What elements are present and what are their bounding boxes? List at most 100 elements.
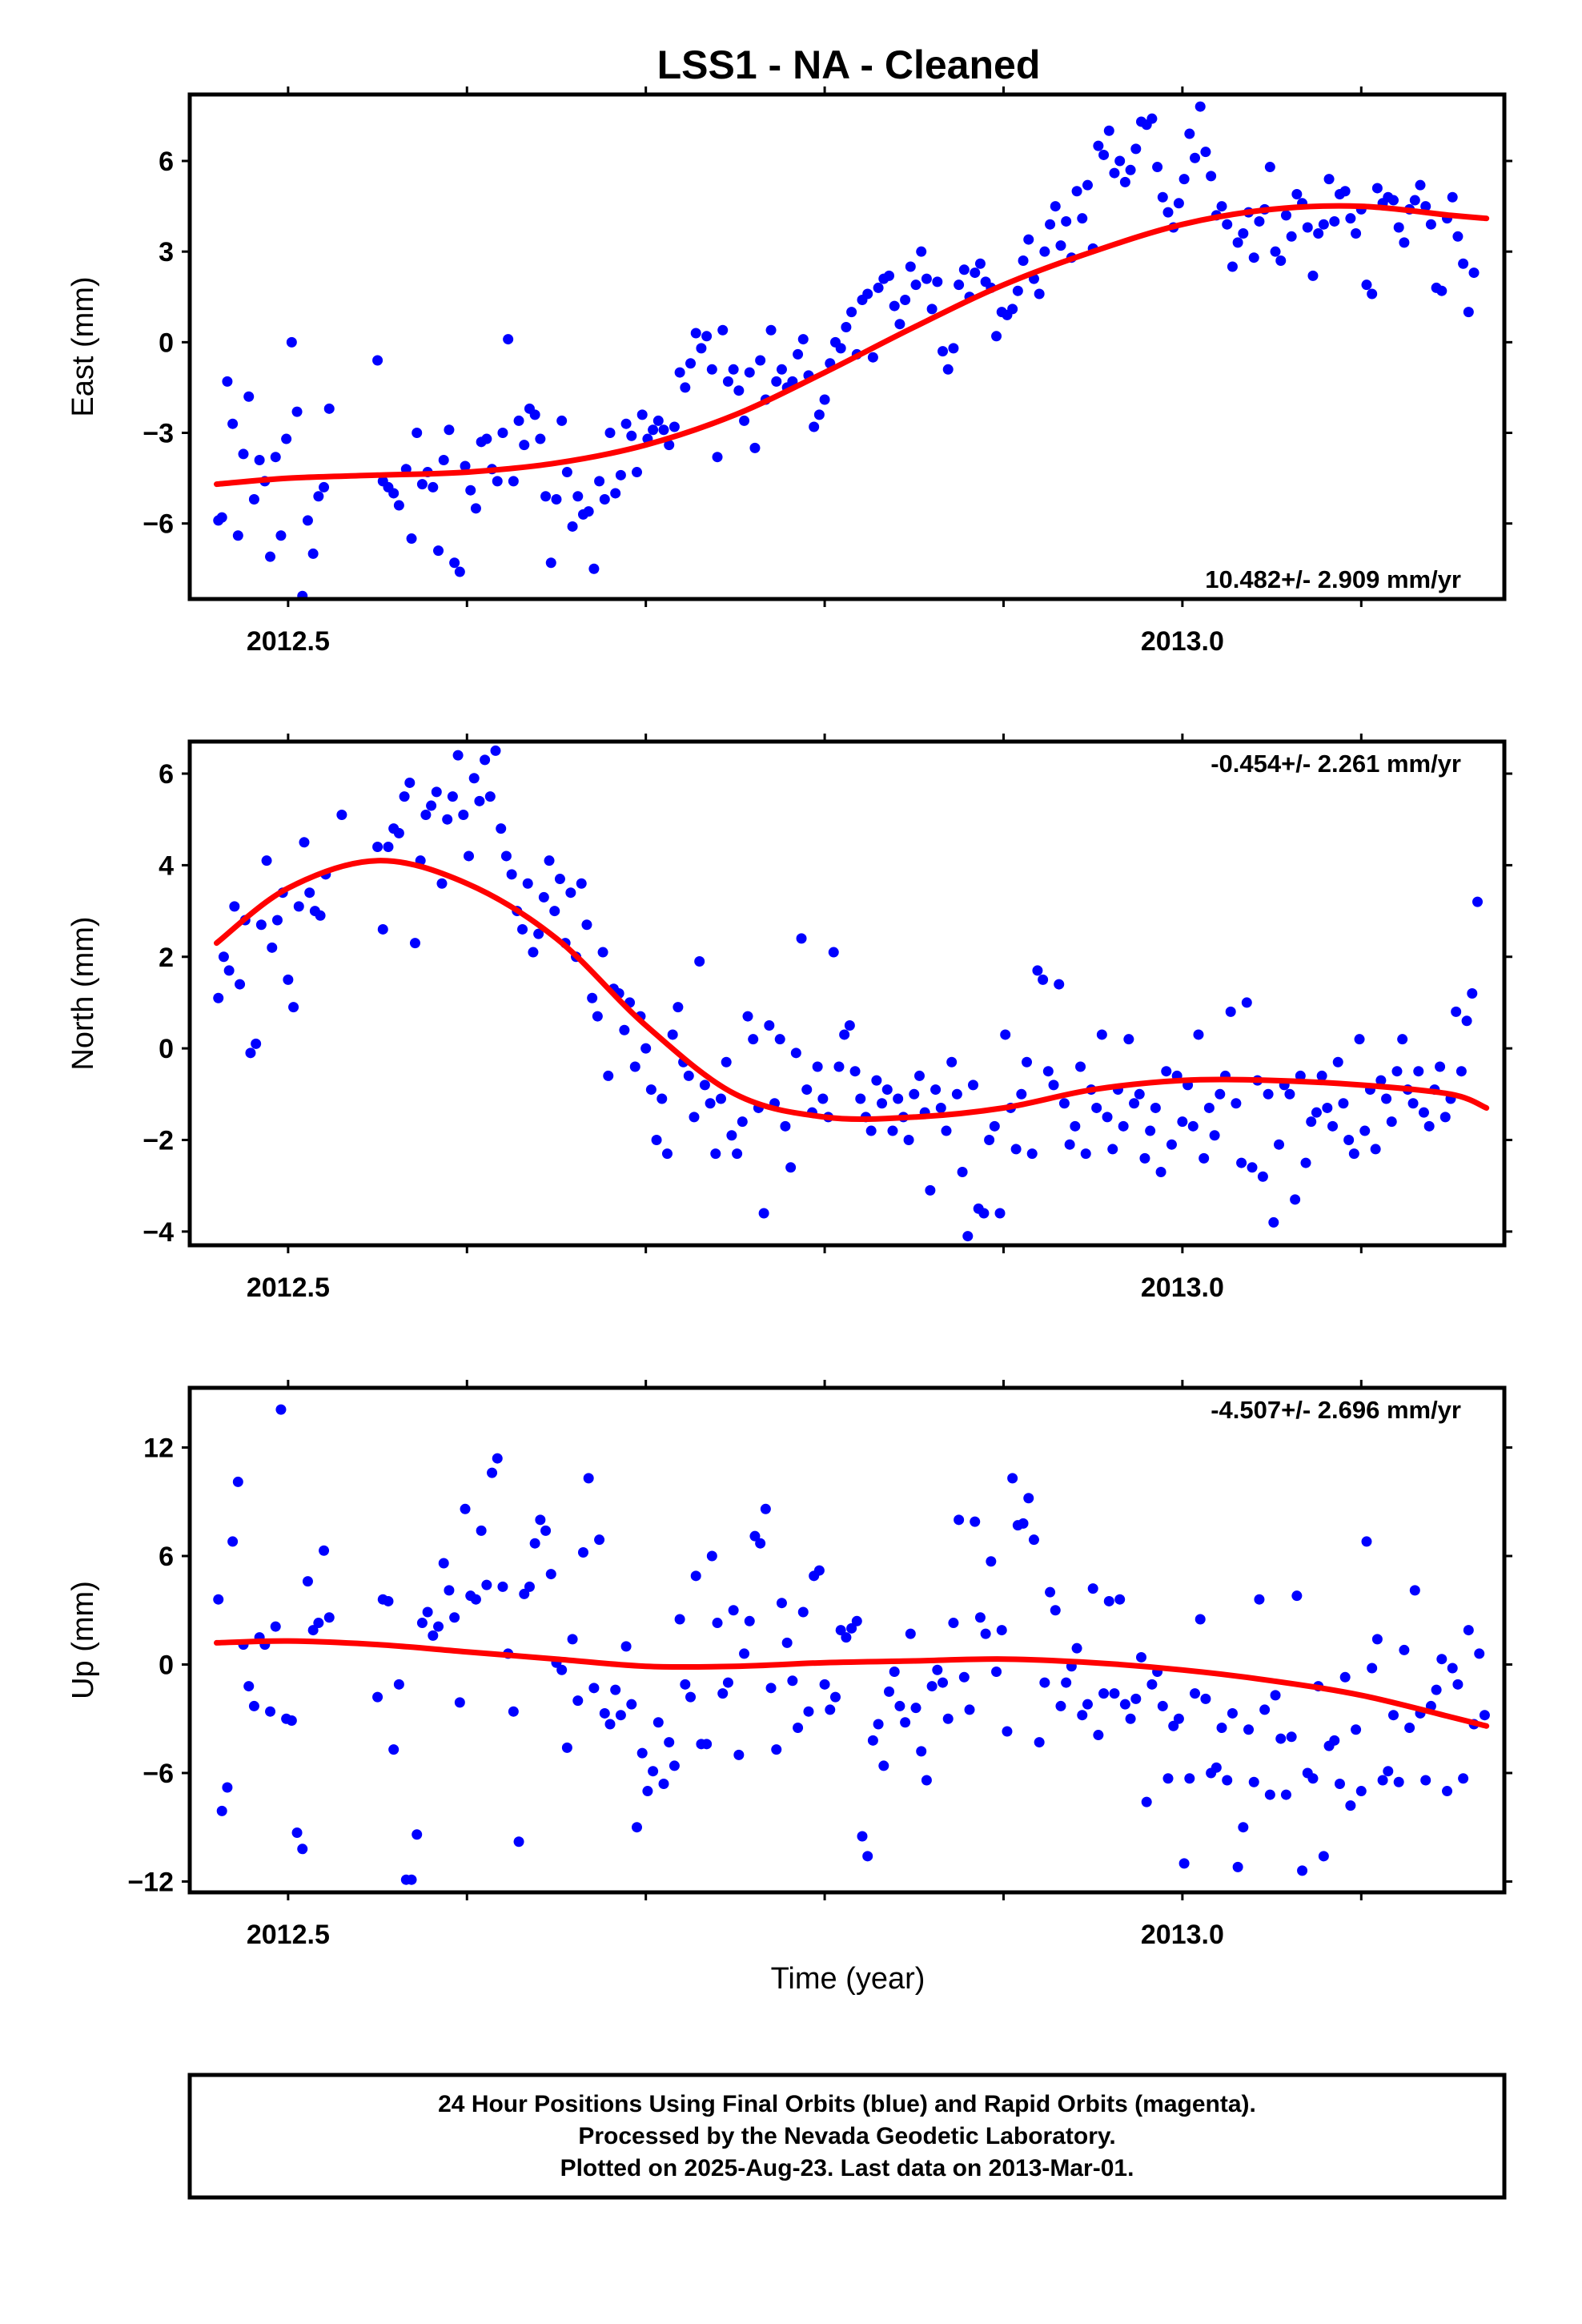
data-point <box>588 1683 600 1694</box>
data-point <box>544 855 555 866</box>
data-point <box>1313 228 1324 239</box>
data-point <box>1232 1861 1243 1872</box>
data-point <box>819 1679 830 1690</box>
data-point <box>388 488 400 499</box>
data-point <box>1297 1865 1308 1876</box>
data-point <box>406 533 417 545</box>
data-point <box>270 1621 281 1632</box>
plot-frame <box>187 1385 1507 1895</box>
data-point <box>739 1648 750 1659</box>
data-point <box>696 343 707 354</box>
data-point <box>1393 1776 1404 1787</box>
data-point <box>903 1134 914 1145</box>
data-point <box>265 1706 276 1717</box>
data-point <box>1409 1585 1420 1596</box>
data-point <box>787 1675 798 1687</box>
data-point <box>275 530 287 541</box>
data-point <box>916 246 927 257</box>
data-point <box>980 1628 991 1639</box>
data-point <box>619 1024 630 1035</box>
data-point <box>974 258 986 269</box>
data-point <box>227 418 239 429</box>
data-point <box>926 1681 938 1692</box>
data-point <box>599 494 610 505</box>
data-point <box>283 974 294 985</box>
data-point <box>1327 1120 1339 1132</box>
data-point <box>1222 1775 1233 1786</box>
data-point <box>1012 285 1023 296</box>
data-point <box>796 933 807 944</box>
data-point <box>592 1011 603 1022</box>
x-tick-label: 2013.0 <box>1141 1920 1224 1950</box>
data-point <box>871 1075 882 1086</box>
data-point <box>465 485 476 496</box>
data-point <box>1300 1157 1311 1168</box>
rate-label: -0.454+/- 2.261 mm/yr <box>1211 750 1461 778</box>
data-point <box>1354 1034 1365 1045</box>
data-point <box>1264 1789 1275 1800</box>
data-point <box>742 1011 753 1022</box>
data-point <box>970 267 981 279</box>
data-point <box>894 1700 905 1711</box>
data-point <box>887 1125 898 1136</box>
data-point <box>978 1208 990 1219</box>
data-point <box>444 1585 455 1596</box>
data-point <box>438 1558 449 1569</box>
data-point <box>597 947 608 958</box>
data-point <box>909 1088 920 1100</box>
data-point <box>699 1080 710 1091</box>
y-tick-label: 0 <box>159 1034 174 1064</box>
data-point <box>1000 1029 1011 1040</box>
data-point <box>1238 1822 1249 1833</box>
footer-box: 24 Hour Positions Using Final Orbits (bl… <box>187 2073 1507 2200</box>
data-point <box>572 491 584 502</box>
data-point <box>645 1084 656 1096</box>
data-point <box>406 1874 417 1885</box>
data-point <box>1215 1088 1226 1100</box>
data-point <box>620 418 632 429</box>
data-point <box>1161 1066 1172 1077</box>
data-point <box>1225 1006 1236 1017</box>
data-point <box>930 1084 942 1096</box>
data-point <box>1442 1786 1453 1797</box>
data-point <box>1291 188 1303 199</box>
data-point <box>1216 1723 1227 1734</box>
data-point <box>615 1710 626 1721</box>
data-point <box>1275 1733 1287 1744</box>
data-point <box>835 1625 846 1636</box>
data-point <box>452 750 464 761</box>
data-point <box>222 376 233 387</box>
data-point <box>1190 152 1201 163</box>
data-point <box>496 823 507 834</box>
data-point <box>1452 1679 1464 1690</box>
data-point <box>739 415 750 426</box>
data-point <box>1375 1075 1387 1086</box>
data-point <box>1359 1125 1371 1136</box>
data-point <box>1002 1726 1013 1737</box>
data-point <box>1177 1116 1188 1128</box>
data-point <box>1232 237 1243 248</box>
x-tick-label: 2012.5 <box>247 626 330 657</box>
data-point <box>797 1606 809 1618</box>
data-point <box>1125 1713 1136 1724</box>
footer-frame <box>187 2073 1507 2200</box>
data-point <box>508 1706 519 1717</box>
data-point <box>1275 255 1287 266</box>
data-point <box>883 270 894 281</box>
footer-line-1: 24 Hour Positions Using Final Orbits (bl… <box>438 2091 1256 2117</box>
data-point <box>1418 1107 1429 1118</box>
data-point <box>1420 1775 1431 1786</box>
data-point <box>1332 1056 1343 1068</box>
data-point <box>771 1744 782 1755</box>
data-point <box>232 1476 243 1487</box>
data-point <box>281 433 292 444</box>
data-point <box>905 1628 916 1639</box>
data-point <box>503 334 514 345</box>
data-point <box>669 1760 680 1771</box>
data-point <box>689 1112 700 1123</box>
data-point <box>1157 1700 1168 1711</box>
data-point <box>610 488 621 499</box>
data-point <box>1139 1152 1150 1164</box>
data-point <box>1371 183 1383 194</box>
data-point <box>1206 171 1217 182</box>
